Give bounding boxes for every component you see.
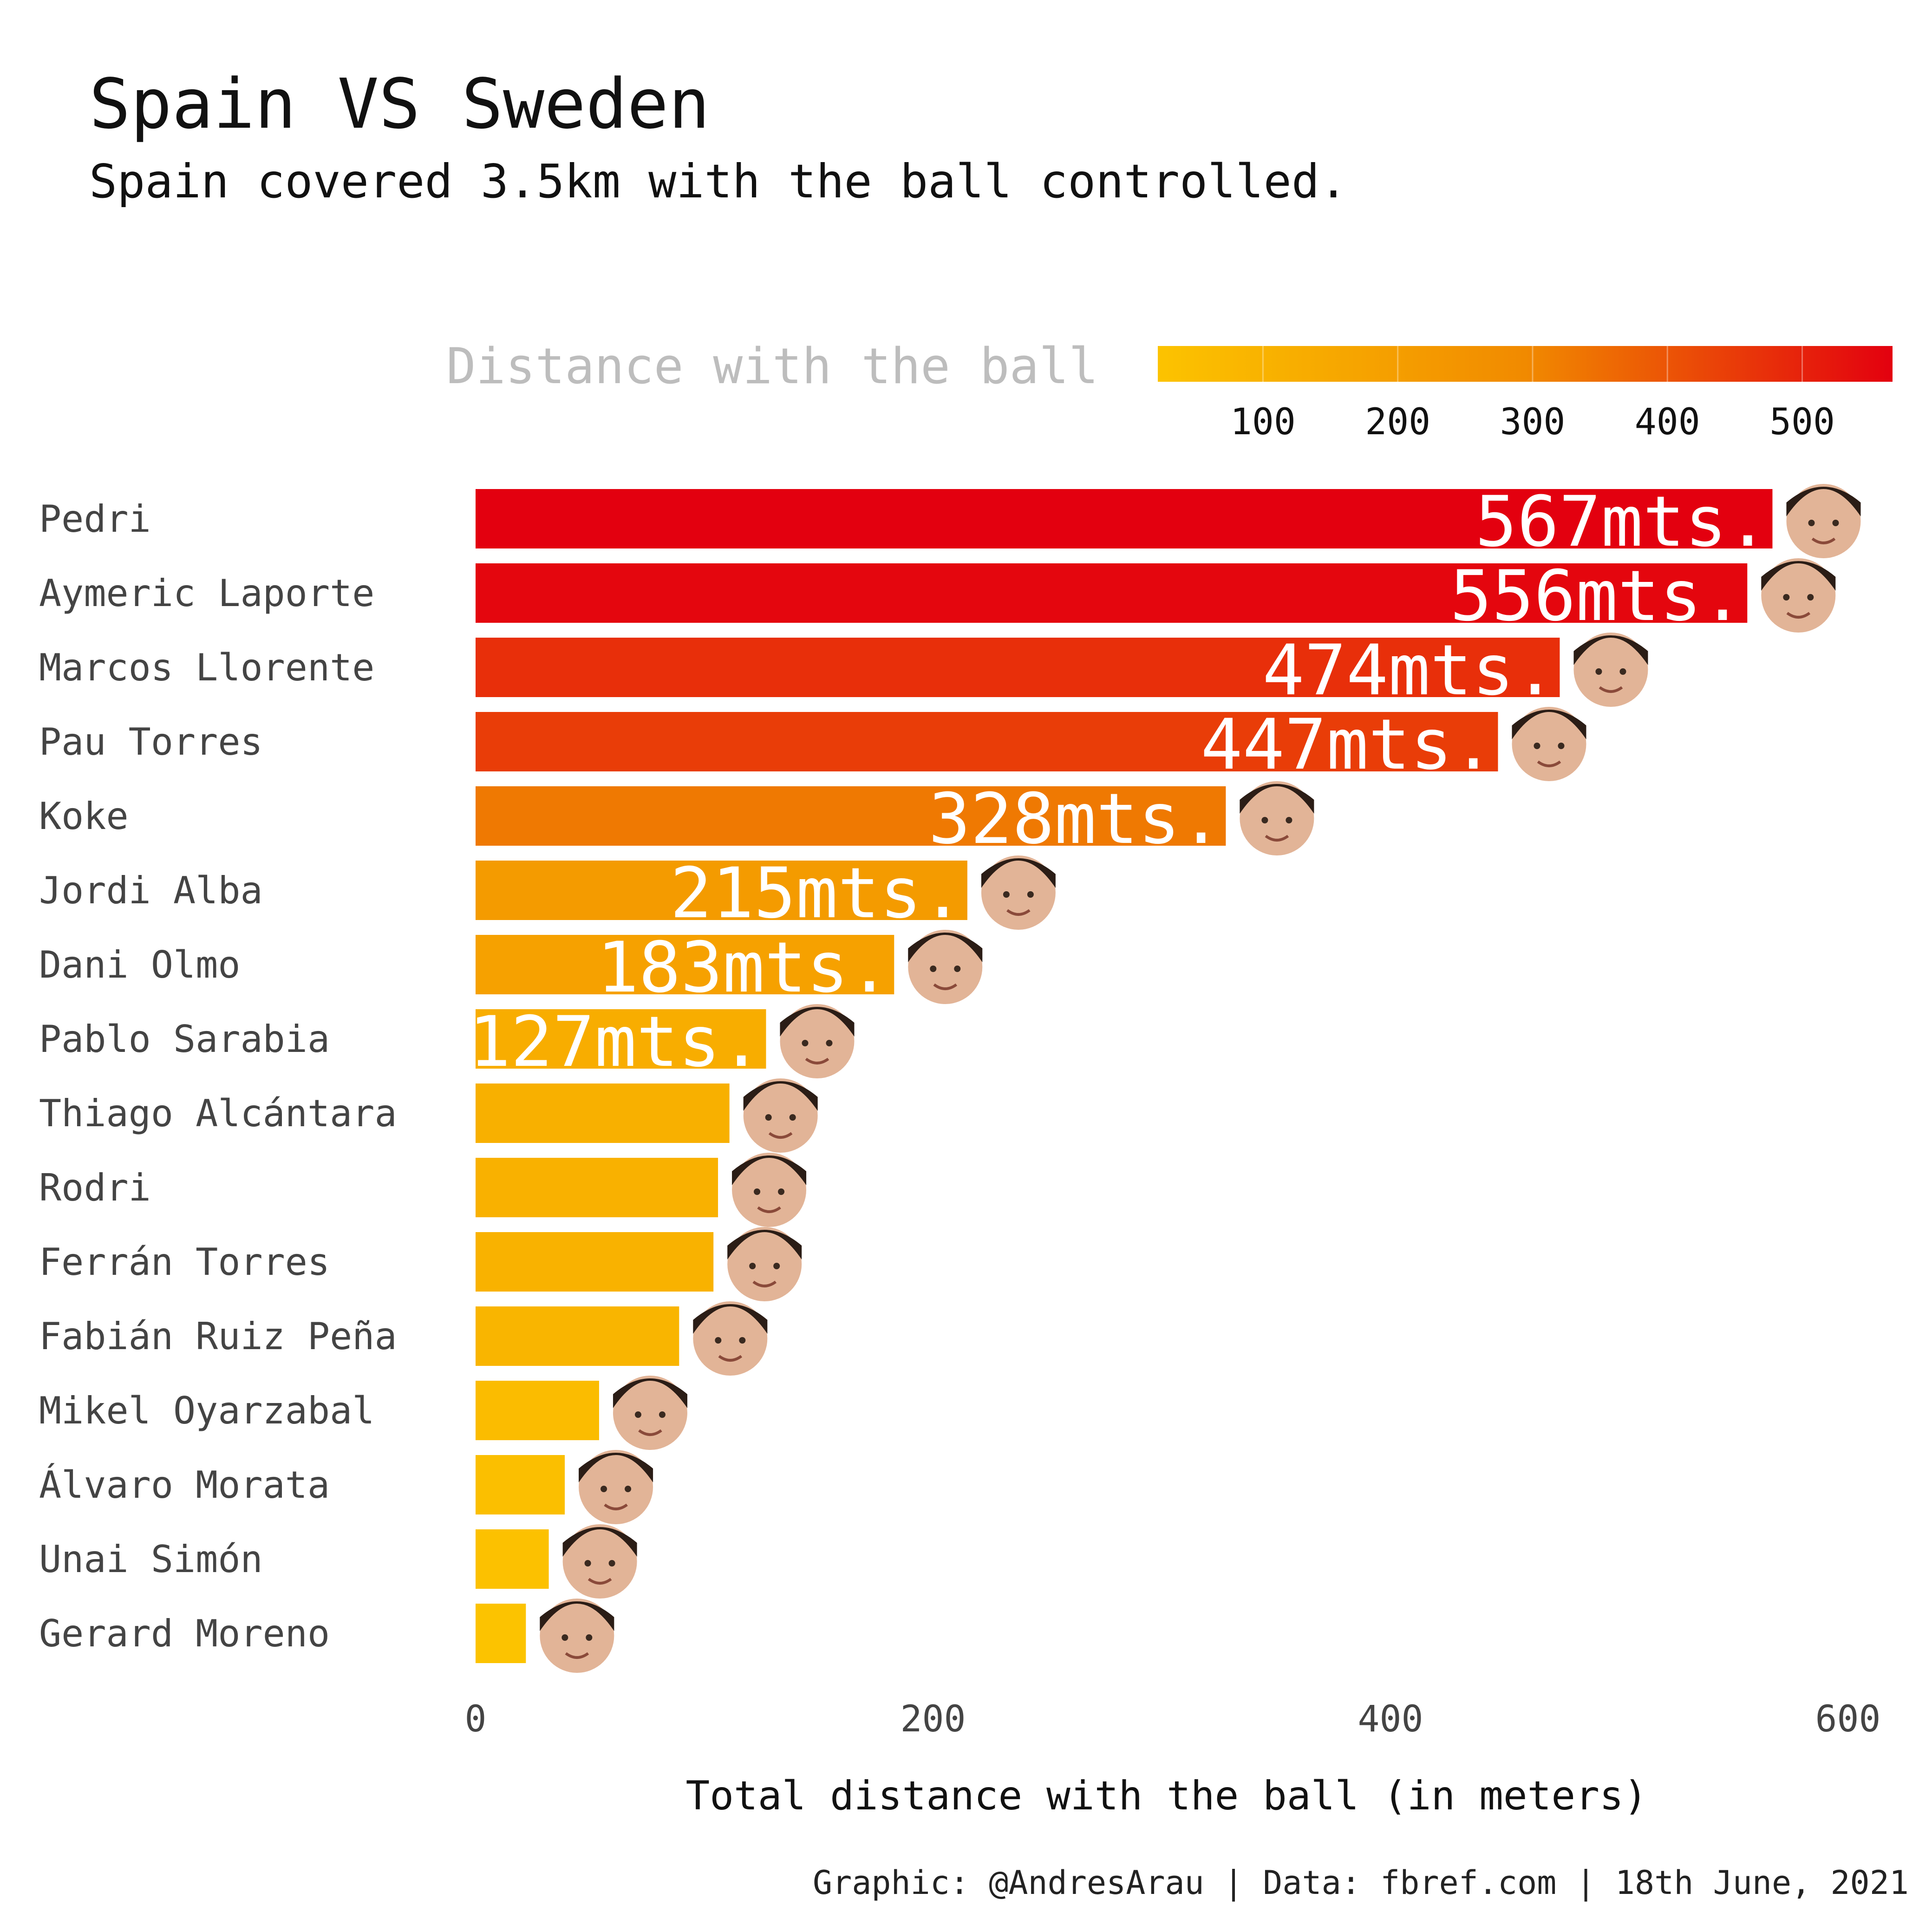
player-face-icon	[540, 1599, 614, 1673]
bar	[476, 861, 967, 920]
bar-row: Mikel Oyarzabal	[39, 1376, 687, 1450]
bar-row: Koke 328mts.	[39, 779, 1314, 860]
category-label: Pedri	[39, 497, 151, 541]
bar	[476, 786, 1226, 846]
category-label: Pablo Sarabia	[39, 1018, 330, 1061]
legend-tick-label: 100	[1230, 401, 1296, 443]
player-face-icon	[1240, 781, 1314, 855]
bar-row: Gerard Moreno	[39, 1599, 614, 1673]
player-face-icon	[562, 1524, 637, 1599]
legend-tick-label: 400	[1635, 401, 1700, 443]
category-label: Pau Torres	[39, 720, 263, 764]
legend-colorbar	[1158, 346, 1893, 382]
legend-ticks: 100 200 300 400 500	[1230, 346, 1835, 443]
bar-value-label: 567mts.	[1475, 482, 1769, 562]
bars-group: Pedri 567mts.Aymeric Laporte 556mts.Marcos…	[39, 482, 1861, 1673]
x-tick-label: 600	[1815, 1698, 1881, 1740]
player-face-icon	[579, 1450, 653, 1524]
bar	[476, 935, 894, 994]
category-label: Unai Simón	[39, 1538, 263, 1581]
category-label: Koke	[39, 795, 129, 838]
player-face-icon	[732, 1153, 807, 1227]
bar	[476, 1158, 718, 1217]
category-label: Mikel Oyarzabal	[39, 1389, 374, 1432]
player-face-icon	[1761, 558, 1836, 633]
chart-subtitle: Spain covered 3.5km with the ball contro…	[89, 154, 1347, 209]
player-face-icon	[981, 855, 1056, 930]
legend-tick-label: 500	[1769, 401, 1835, 443]
bar-row: Ferrán Torres	[39, 1227, 802, 1301]
legend-title: Distance with the ball	[446, 338, 1098, 395]
bar	[476, 1604, 526, 1663]
bar-row: Unai Simón	[39, 1524, 637, 1599]
bar-value-label: 447mts.	[1201, 705, 1494, 785]
x-axis: 0 200 400 600	[465, 1698, 1881, 1740]
bar-row: Pau Torres 447mts.	[39, 705, 1586, 785]
chart-title: Spain VS Sweden	[89, 64, 710, 144]
bar	[476, 1529, 549, 1589]
player-face-icon	[1573, 633, 1648, 707]
category-label: Fabián Ruiz Peña	[39, 1315, 397, 1358]
category-label: Aymeric Laporte	[39, 572, 374, 615]
bar-row: Dani Olmo 183mts.	[39, 927, 983, 1008]
bar	[476, 1455, 565, 1514]
bar-row: Jordi Alba 215mts.	[39, 853, 1056, 934]
category-label: Rodri	[39, 1166, 151, 1209]
bar-row: Rodri	[39, 1153, 807, 1227]
player-face-icon	[908, 930, 983, 1004]
bar-row: Pedri 567mts.	[39, 482, 1861, 562]
x-tick-label: 0	[465, 1698, 487, 1740]
caption: Graphic: @AndresArau | Data: fbref.com |…	[813, 1864, 1909, 1902]
player-face-icon	[727, 1227, 802, 1301]
bar	[476, 638, 1560, 697]
bar-row: Pablo Sarabia 127mts.	[39, 1002, 855, 1083]
bar-value-label: 474mts.	[1262, 630, 1556, 711]
category-label: Dani Olmo	[39, 943, 240, 986]
category-label: Jordi Alba	[39, 869, 263, 912]
bar	[476, 1381, 599, 1440]
bar	[476, 1306, 679, 1366]
player-face-icon	[780, 1004, 855, 1078]
player-face-icon	[1512, 707, 1586, 781]
color-legend: Distance with the ball 100 200 300 400 500	[446, 338, 1893, 443]
legend-tick-label: 200	[1365, 401, 1430, 443]
player-face-icon	[743, 1078, 818, 1153]
bar	[476, 1009, 766, 1069]
bar-row: Thiago Alcántara	[39, 1078, 818, 1153]
bar-row: Álvaro Morata	[39, 1450, 653, 1524]
x-tick-label: 200	[901, 1698, 966, 1740]
player-face-icon	[693, 1301, 768, 1376]
player-face-icon	[1786, 484, 1861, 558]
x-axis-title: Total distance with the ball (in meters)	[685, 1773, 1647, 1819]
bar-row: Aymeric Laporte 556mts.	[39, 556, 1836, 637]
player-face-icon	[613, 1376, 687, 1450]
legend-tick-label: 300	[1500, 401, 1566, 443]
bar	[476, 563, 1748, 623]
bar	[476, 489, 1773, 548]
category-label: Álvaro Morata	[39, 1463, 330, 1507]
bar-value-label: 556mts.	[1450, 556, 1743, 637]
bar-row: Fabián Ruiz Peña	[39, 1301, 768, 1376]
bar	[476, 1232, 714, 1292]
bar	[476, 712, 1498, 771]
category-label: Thiago Alcántara	[39, 1092, 397, 1135]
x-tick-label: 400	[1358, 1698, 1423, 1740]
bar-value-label: 328mts.	[928, 779, 1222, 860]
bar-value-label: 215mts.	[670, 853, 964, 934]
bar-row: Marcos Llorente 474mts.	[39, 630, 1648, 711]
bar	[476, 1083, 730, 1143]
category-label: Marcos Llorente	[39, 646, 374, 689]
bar-value-label: 183mts.	[597, 927, 890, 1008]
category-label: Ferrán Torres	[39, 1240, 330, 1284]
bar-value-label: 127mts.	[469, 1002, 762, 1083]
category-label: Gerard Moreno	[39, 1612, 330, 1655]
